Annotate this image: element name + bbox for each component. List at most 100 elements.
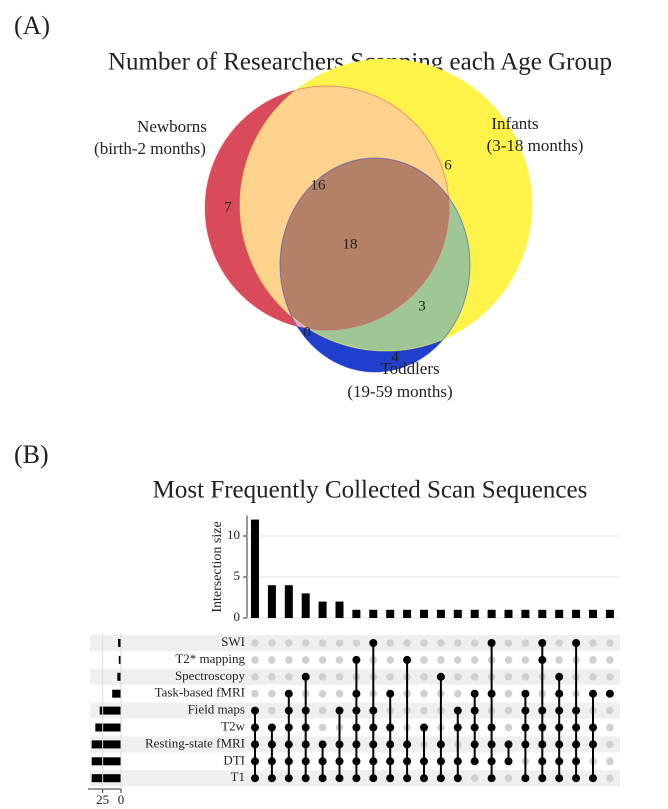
member-dot bbox=[487, 757, 496, 766]
empty-dot bbox=[420, 689, 428, 698]
empty-dot bbox=[606, 673, 614, 681]
empty-dot bbox=[301, 639, 310, 647]
member-dot bbox=[436, 757, 445, 766]
y-tick-label: 0 bbox=[234, 609, 241, 624]
empty-dot bbox=[268, 706, 276, 715]
member-dot bbox=[538, 774, 547, 783]
region-value: 4 bbox=[391, 349, 399, 365]
set-size-bar bbox=[91, 774, 121, 783]
member-dot bbox=[352, 655, 361, 664]
member-dot bbox=[504, 740, 513, 749]
intersection-bar bbox=[420, 609, 428, 618]
intersection-bar bbox=[301, 593, 310, 618]
member-dot bbox=[521, 723, 530, 732]
set-label: T2w bbox=[221, 718, 245, 733]
x-tick-label: 25 bbox=[96, 792, 109, 807]
set-label: Resting-state fMRI bbox=[145, 735, 245, 750]
member-dot bbox=[555, 689, 564, 698]
empty-dot bbox=[589, 673, 597, 681]
panel-label: (A) bbox=[14, 11, 50, 40]
member-dot bbox=[301, 740, 310, 749]
empty-dot bbox=[318, 639, 327, 647]
member-dot bbox=[251, 723, 259, 732]
empty-dot bbox=[386, 673, 395, 681]
empty-dot bbox=[504, 689, 513, 698]
member-dot bbox=[251, 740, 259, 749]
empty-dot bbox=[437, 639, 445, 647]
empty-dot bbox=[521, 639, 530, 647]
empty-dot bbox=[504, 723, 513, 732]
intersection-bar bbox=[335, 601, 344, 618]
member-dot bbox=[301, 672, 310, 681]
set-name: Toddlers bbox=[380, 359, 439, 378]
member-dot bbox=[335, 740, 344, 749]
region-value: 6 bbox=[444, 157, 452, 173]
empty-dot bbox=[318, 673, 327, 681]
intersection-bar bbox=[589, 609, 597, 618]
empty-dot bbox=[606, 740, 614, 749]
member-dot bbox=[487, 639, 496, 647]
member-dot bbox=[572, 740, 581, 749]
intersection-bar bbox=[352, 609, 361, 618]
member-dot bbox=[436, 672, 445, 681]
set-label: SWI bbox=[221, 634, 245, 649]
set-label: Task-based fMRI bbox=[155, 685, 245, 700]
member-dot bbox=[555, 740, 564, 749]
member-dot bbox=[369, 774, 378, 783]
set-detail: (birth-2 months) bbox=[94, 139, 206, 158]
x-tick-label: 0 bbox=[118, 792, 125, 807]
member-dot bbox=[267, 723, 276, 732]
empty-dot bbox=[454, 689, 462, 698]
set-size-bar bbox=[118, 639, 121, 647]
member-dot bbox=[521, 740, 530, 749]
member-dot bbox=[284, 774, 293, 783]
set-outline bbox=[279, 157, 471, 373]
empty-dot bbox=[335, 639, 344, 647]
empty-dot bbox=[606, 706, 614, 715]
member-dot bbox=[555, 672, 564, 681]
empty-dot bbox=[470, 673, 479, 681]
member-dot bbox=[352, 774, 361, 783]
region-value: 0 bbox=[303, 324, 311, 340]
set-size-bar bbox=[95, 723, 121, 732]
member-dot bbox=[284, 706, 293, 715]
set-size-bar bbox=[118, 655, 121, 664]
member-dot bbox=[369, 706, 378, 715]
empty-dot bbox=[454, 639, 462, 647]
intersection-bar bbox=[403, 609, 412, 618]
member-dot bbox=[504, 757, 513, 766]
empty-dot bbox=[606, 757, 614, 766]
empty-dot bbox=[285, 639, 293, 647]
empty-dot bbox=[403, 639, 411, 647]
member-dot bbox=[436, 740, 445, 749]
set-name: Newborns bbox=[137, 117, 207, 136]
y-axis-label: Intersection size bbox=[210, 521, 225, 612]
set-outline bbox=[204, 85, 450, 331]
member-dot bbox=[538, 639, 547, 647]
intersection-bar bbox=[605, 609, 614, 618]
member-dot bbox=[369, 757, 378, 766]
empty-dot bbox=[285, 656, 293, 664]
empty-dot bbox=[420, 656, 428, 664]
member-dot bbox=[267, 774, 276, 783]
empty-dot bbox=[454, 673, 462, 681]
set-size-bar bbox=[91, 740, 121, 749]
member-dot bbox=[318, 774, 327, 783]
set-detail: (3-18 months) bbox=[487, 136, 584, 155]
empty-dot bbox=[606, 723, 614, 732]
empty-dot bbox=[285, 673, 293, 681]
empty-dot bbox=[318, 723, 327, 732]
member-dot bbox=[470, 689, 479, 698]
member-dot bbox=[453, 757, 462, 766]
empty-dot bbox=[504, 673, 513, 681]
member-dot bbox=[453, 774, 462, 783]
empty-dot bbox=[318, 689, 327, 698]
set-label: T1 bbox=[231, 769, 245, 784]
member-dot bbox=[335, 706, 344, 715]
empty-dot bbox=[335, 673, 344, 681]
empty-dot bbox=[251, 689, 259, 698]
empty-dot bbox=[251, 673, 259, 681]
set-size-bar bbox=[91, 757, 121, 766]
member-dot bbox=[470, 723, 479, 732]
empty-dot bbox=[268, 673, 276, 681]
